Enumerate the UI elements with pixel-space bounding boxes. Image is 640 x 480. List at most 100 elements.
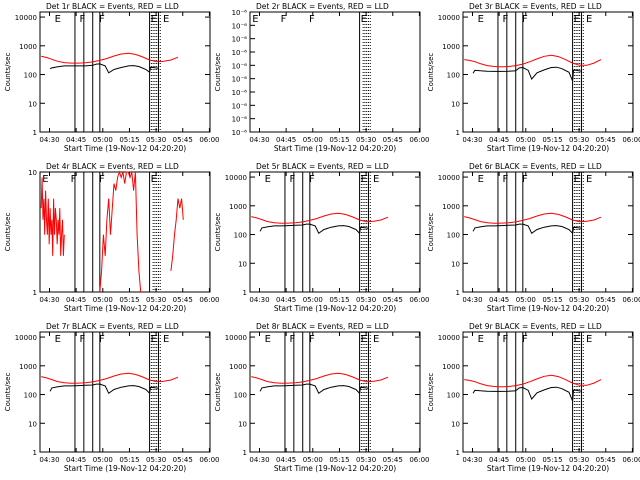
x-tick-label: 05:00 — [303, 136, 323, 144]
interval-flag-label: E — [151, 14, 157, 25]
y-tick-label: 100 — [24, 392, 37, 400]
panel-det-3 — [462, 11, 634, 133]
plot-frame — [249, 11, 421, 133]
x-tick-label: 06:00 — [622, 456, 640, 464]
x-tick-label: 04:45 — [489, 136, 509, 144]
plot-frame — [39, 11, 211, 133]
series-line-lld — [251, 212, 389, 224]
interval-flag-label: F — [290, 334, 296, 345]
x-tick-label: 05:30 — [569, 296, 589, 304]
series-line-lld — [170, 198, 184, 271]
x-tick-label: 05:30 — [569, 136, 589, 144]
y-tick-label: 10 — [238, 260, 247, 268]
panel-title: Det 2r BLACK = Events, RED = LLD — [256, 2, 389, 11]
x-tick-label: 05:45 — [173, 456, 193, 464]
x-tick-label: 05:15 — [119, 136, 139, 144]
interval-flag-label: F — [522, 334, 528, 345]
y-tick-label: 1 — [456, 289, 460, 297]
y-tick-label: 1000 — [229, 363, 247, 371]
panel-title: Det 5r BLACK = Events, RED = LLD — [256, 162, 389, 171]
y-tick-label: 1000 — [19, 363, 37, 371]
interval-flag-label: E — [42, 174, 48, 185]
y-tick-label: 1 — [33, 449, 37, 457]
x-tick-label: 05:00 — [93, 296, 113, 304]
x-axis-label: Start Time (19-Nov-12 04:20:20) — [274, 464, 396, 473]
x-axis-label: Start Time (19-Nov-12 04:20:20) — [64, 464, 186, 473]
panel-det-8 — [249, 331, 421, 453]
y-tick-label: 10⁻⁶ — [232, 36, 248, 44]
x-tick-label: 06:00 — [622, 296, 640, 304]
y-tick-label: 10⁻⁶ — [232, 89, 248, 97]
x-tick-label: 04:30 — [39, 136, 59, 144]
x-tick-label: 06:00 — [199, 296, 219, 304]
x-tick-label: 05:45 — [173, 136, 193, 144]
x-tick-label: 05:00 — [93, 456, 113, 464]
x-tick-label: 04:30 — [462, 456, 482, 464]
y-tick-label: 10⁻⁶ — [232, 116, 248, 124]
x-tick-label: 05:30 — [356, 136, 376, 144]
interval-flag-label: E — [586, 14, 592, 25]
y-tick-label: 1 — [33, 129, 37, 137]
x-tick-label: 04:45 — [276, 296, 296, 304]
x-tick-label: 04:30 — [462, 296, 482, 304]
interval-flag-label: E — [478, 334, 484, 345]
x-tick-label: 04:45 — [489, 296, 509, 304]
x-tick-label: 04:30 — [249, 296, 269, 304]
y-tick-label: 10000 — [225, 174, 247, 182]
interval-flag-label: E — [151, 174, 157, 185]
interval-flag-label: E — [361, 174, 367, 185]
interval-flag-label: E — [574, 14, 580, 25]
interval-flag-label: F — [522, 14, 528, 25]
plot-frame — [249, 331, 421, 453]
y-tick-label: 1000 — [442, 363, 460, 371]
x-tick-label: 05:30 — [146, 456, 166, 464]
series-line-lld — [464, 374, 602, 388]
series-line-lld — [41, 52, 179, 64]
panel-title: Det 3r BLACK = Events, RED = LLD — [469, 2, 602, 11]
interval-flag-label: E — [151, 334, 157, 345]
series-line-events — [259, 383, 369, 395]
x-tick-label: 05:30 — [356, 456, 376, 464]
y-tick-label: 100 — [234, 392, 247, 400]
interval-flag-label: F — [309, 14, 315, 25]
y-tick-label: 1 — [456, 449, 460, 457]
panel-title: Det 7r BLACK = Events, RED = LLD — [46, 322, 179, 331]
y-tick-label: 1 — [456, 129, 460, 137]
interval-flag-label: E — [478, 14, 484, 25]
x-tick-label: 05:45 — [173, 296, 193, 304]
y-tick-label: 10 — [451, 260, 460, 268]
x-axis-label: Start Time (19-Nov-12 04:20:20) — [274, 144, 396, 153]
y-tick-label: 10 — [238, 420, 247, 428]
interval-flag-label: F — [99, 334, 105, 345]
x-tick-label: 05:30 — [146, 136, 166, 144]
y-axis-label: Counts/sec — [214, 373, 222, 412]
x-tick-label: 04:30 — [39, 456, 59, 464]
x-tick-label: 06:00 — [622, 136, 640, 144]
y-axis-label: Counts/sec — [427, 373, 435, 412]
interval-flag-label: F — [71, 174, 77, 185]
x-axis-label: Start Time (19-Nov-12 04:20:20) — [274, 304, 396, 313]
x-tick-label: 05:15 — [542, 136, 562, 144]
y-axis-label: Counts/sec — [4, 213, 12, 252]
y-tick-label: 1 — [243, 289, 247, 297]
series-line-lld — [41, 372, 179, 384]
x-tick-label: 04:45 — [276, 136, 296, 144]
y-axis-label: Counts/sec — [427, 53, 435, 92]
y-tick-label: 1000 — [442, 203, 460, 211]
x-axis-label: Start Time (19-Nov-12 04:20:20) — [487, 464, 609, 473]
panel-det-2 — [249, 11, 421, 133]
interval-flag-label: E — [373, 174, 379, 185]
x-tick-label: 06:00 — [409, 296, 429, 304]
interval-flag-label: E — [163, 14, 169, 25]
x-tick-label: 04:45 — [66, 296, 86, 304]
y-tick-label: 1 — [243, 449, 247, 457]
x-axis-label: Start Time (19-Nov-12 04:20:20) — [64, 144, 186, 153]
y-tick-label: 10⁻⁶ — [232, 76, 248, 84]
plot-frame — [462, 171, 634, 293]
series-line-lld — [99, 170, 142, 293]
interval-flag-label: E — [55, 334, 61, 345]
x-tick-label: 04:45 — [489, 456, 509, 464]
x-tick-label: 05:45 — [383, 296, 403, 304]
series-line-events — [49, 383, 159, 395]
